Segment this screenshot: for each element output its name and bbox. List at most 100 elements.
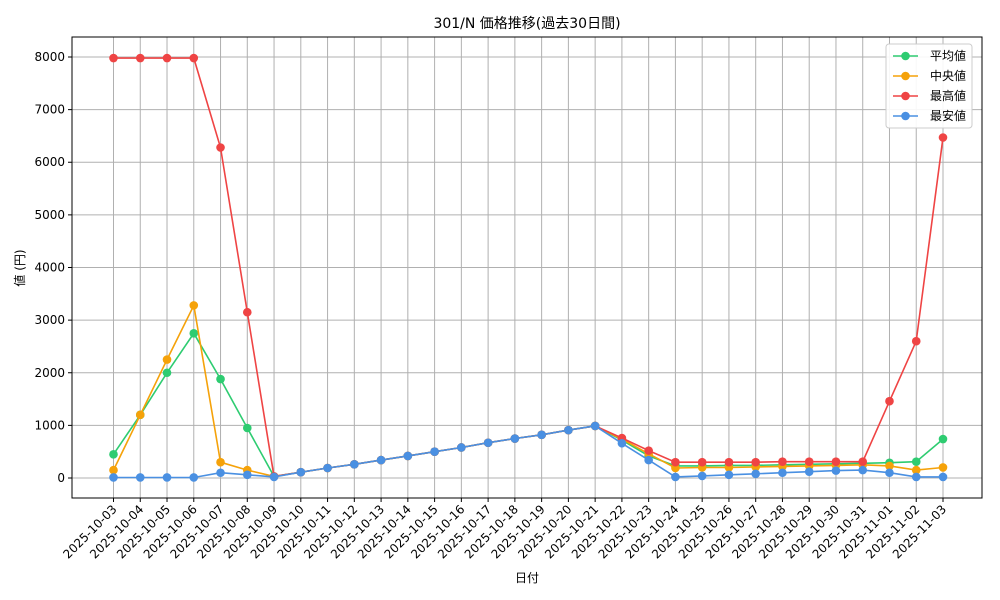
data-point xyxy=(724,457,734,467)
data-point xyxy=(911,472,921,482)
data-point xyxy=(831,466,841,475)
data-point xyxy=(135,53,145,63)
grid-lines xyxy=(72,37,982,498)
data-point xyxy=(403,451,413,461)
data-point xyxy=(590,421,600,431)
y-tick-label: 3000 xyxy=(34,313,65,327)
data-point xyxy=(617,438,627,448)
data-point xyxy=(537,430,546,440)
data-point xyxy=(858,465,868,475)
data-point xyxy=(135,473,145,482)
data-point xyxy=(804,457,814,466)
data-point xyxy=(109,465,118,475)
data-point xyxy=(751,457,760,467)
data-point xyxy=(242,423,252,433)
chart-title: 301/N 価格推移(過去30日間) xyxy=(433,16,620,32)
data-point xyxy=(831,457,841,466)
y-tick-label: 7000 xyxy=(34,103,65,117)
data-point xyxy=(671,457,680,467)
data-point xyxy=(162,368,172,378)
data-point xyxy=(885,461,894,471)
data-point xyxy=(644,446,653,455)
y-tick-label: 8000 xyxy=(34,50,65,64)
data-point xyxy=(885,396,894,406)
data-point xyxy=(189,328,199,338)
data-point xyxy=(430,447,439,456)
data-point xyxy=(109,473,118,482)
data-point xyxy=(216,468,225,478)
data-point xyxy=(162,473,172,482)
data-point xyxy=(350,460,359,469)
series-最安値 xyxy=(109,421,948,482)
legend-marker xyxy=(901,71,910,81)
data-point xyxy=(697,471,707,481)
data-point xyxy=(269,472,279,482)
data-point xyxy=(457,443,466,452)
data-point xyxy=(216,143,225,152)
series-line xyxy=(112,302,944,478)
data-point xyxy=(671,472,680,482)
legend-item: 最安値 xyxy=(893,108,966,123)
data-point xyxy=(751,469,760,479)
legend-box xyxy=(885,43,973,129)
data-point xyxy=(858,457,868,466)
data-point xyxy=(510,434,520,443)
series-line xyxy=(113,425,943,479)
y-tick-label: 2000 xyxy=(34,366,65,380)
data-point xyxy=(938,434,948,444)
data-point xyxy=(911,336,921,346)
data-point xyxy=(216,457,225,467)
data-point xyxy=(938,463,948,472)
x-axis: 2025-10-032025-10-042025-10-052025-10-06… xyxy=(60,498,949,561)
data-point xyxy=(162,355,172,364)
data-point xyxy=(778,457,787,466)
data-point xyxy=(938,472,948,482)
y-tick-label: 4000 xyxy=(34,261,65,275)
data-point xyxy=(216,374,225,384)
y-tick-label: 0 xyxy=(57,471,65,485)
data-point xyxy=(911,457,921,466)
data-point xyxy=(804,467,814,476)
data-point xyxy=(109,450,118,459)
legend-label: 中央値 xyxy=(930,68,966,83)
legend-label: 平均値 xyxy=(930,48,966,63)
legend-item: 平均値 xyxy=(893,48,966,63)
data-point xyxy=(296,467,306,477)
data-point xyxy=(885,468,894,478)
data-point xyxy=(242,470,252,480)
data-point xyxy=(189,301,199,310)
series-中央値 xyxy=(109,301,948,481)
y-tick-label: 1000 xyxy=(34,418,65,432)
legend-marker xyxy=(901,91,910,101)
data-point xyxy=(644,455,653,465)
data-point xyxy=(483,438,493,448)
data-point xyxy=(109,53,118,63)
data-point xyxy=(242,307,252,317)
x-axis-label: 日付 xyxy=(515,571,539,585)
legend-marker xyxy=(901,111,910,121)
data-point xyxy=(911,465,921,475)
y-axis-label: 値 (円) xyxy=(12,249,27,286)
y-axis: 0 1000 2000 3000 4000 5000 6000 7000 8000 xyxy=(34,50,72,485)
data-point xyxy=(162,53,172,63)
data-point xyxy=(323,463,332,473)
data-point xyxy=(938,133,948,142)
data-point xyxy=(135,410,145,420)
data-point xyxy=(189,473,199,482)
data-point xyxy=(376,455,386,465)
legend-item: 最高値 xyxy=(893,88,966,103)
data-point xyxy=(189,53,199,63)
data-point xyxy=(724,470,734,480)
legend-label: 最高値 xyxy=(930,88,966,103)
series-line xyxy=(112,331,944,478)
series-平均値 xyxy=(109,328,948,481)
data-point xyxy=(697,457,707,467)
legend-label: 最安値 xyxy=(930,108,966,123)
data-point xyxy=(564,425,573,435)
legend-item: 中央値 xyxy=(893,68,966,83)
y-tick-label: 6000 xyxy=(34,155,65,169)
y-tick-label: 5000 xyxy=(34,208,65,222)
series-layer xyxy=(109,53,948,482)
